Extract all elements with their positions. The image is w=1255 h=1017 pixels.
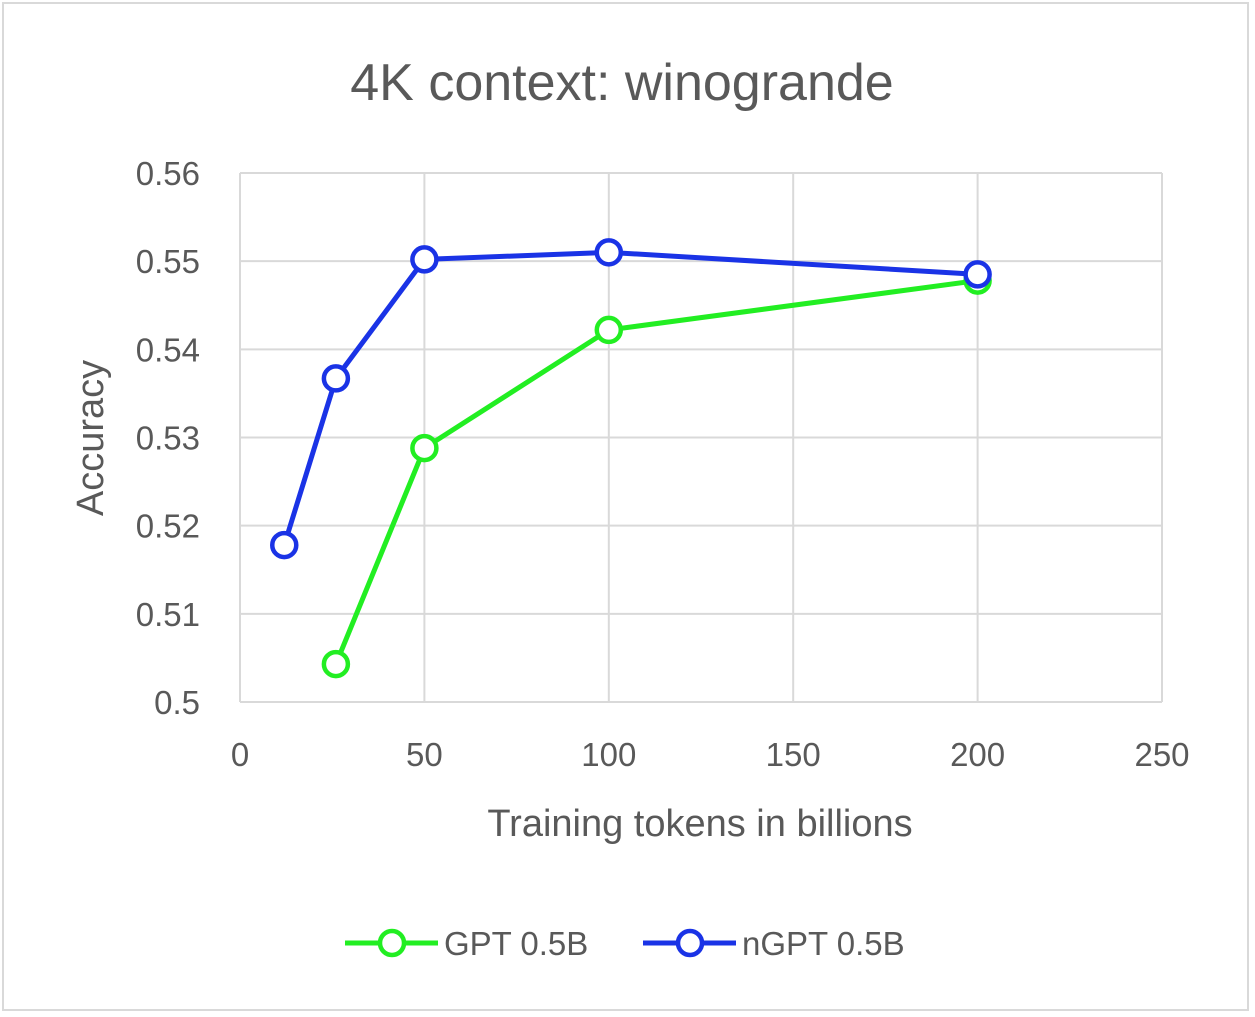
legend-swatch-marker	[377, 928, 407, 958]
series-line	[333, 278, 978, 666]
x-tick-label: 250	[1134, 736, 1189, 773]
legend-label: GPT 0.5B	[444, 925, 588, 962]
x-tick-label: 50	[406, 736, 443, 773]
data-point	[321, 364, 351, 393]
legend: GPT 0.5B nGPT 0.5B	[345, 925, 905, 962]
data-point	[321, 649, 351, 679]
legend-label: nGPT 0.5B	[742, 925, 905, 962]
series-lines	[270, 238, 992, 679]
data-point	[410, 433, 439, 463]
x-tick-label: 0	[231, 736, 249, 773]
data-point	[410, 245, 439, 274]
x-tick-label: 100	[581, 736, 636, 773]
legend-item: nGPT 0.5B	[643, 925, 905, 962]
data-point	[594, 315, 624, 345]
y-axis-label: Accuracy	[70, 360, 112, 516]
x-tick-label: 200	[950, 736, 1005, 773]
legend-swatch-marker	[675, 928, 705, 958]
y-tick-label: 0.54	[136, 331, 200, 368]
chart-title: 4K context: winogrande	[350, 54, 893, 112]
series-ngpt-0-5b	[270, 238, 992, 560]
data-point	[594, 238, 624, 267]
y-tick-label: 0.5	[154, 684, 200, 721]
y-tick-label: 0.53	[136, 420, 200, 457]
data-point	[270, 530, 299, 560]
y-tick-label: 0.51	[136, 596, 200, 633]
y-tick-label: 0.52	[136, 508, 200, 545]
x-tick-label: 150	[766, 736, 821, 773]
data-point	[963, 260, 992, 289]
y-tick-label: 0.56	[136, 155, 200, 192]
legend-item: GPT 0.5B	[345, 925, 588, 962]
tick-labels: 0.5 0.51 0.52 0.53 0.54 0.55 0.56 0 50 100 150 200 2…	[136, 155, 1190, 773]
x-axis-label: Training tokens in billions	[487, 803, 912, 845]
y-tick-label: 0.55	[136, 243, 200, 280]
gridlines	[239, 172, 1163, 703]
